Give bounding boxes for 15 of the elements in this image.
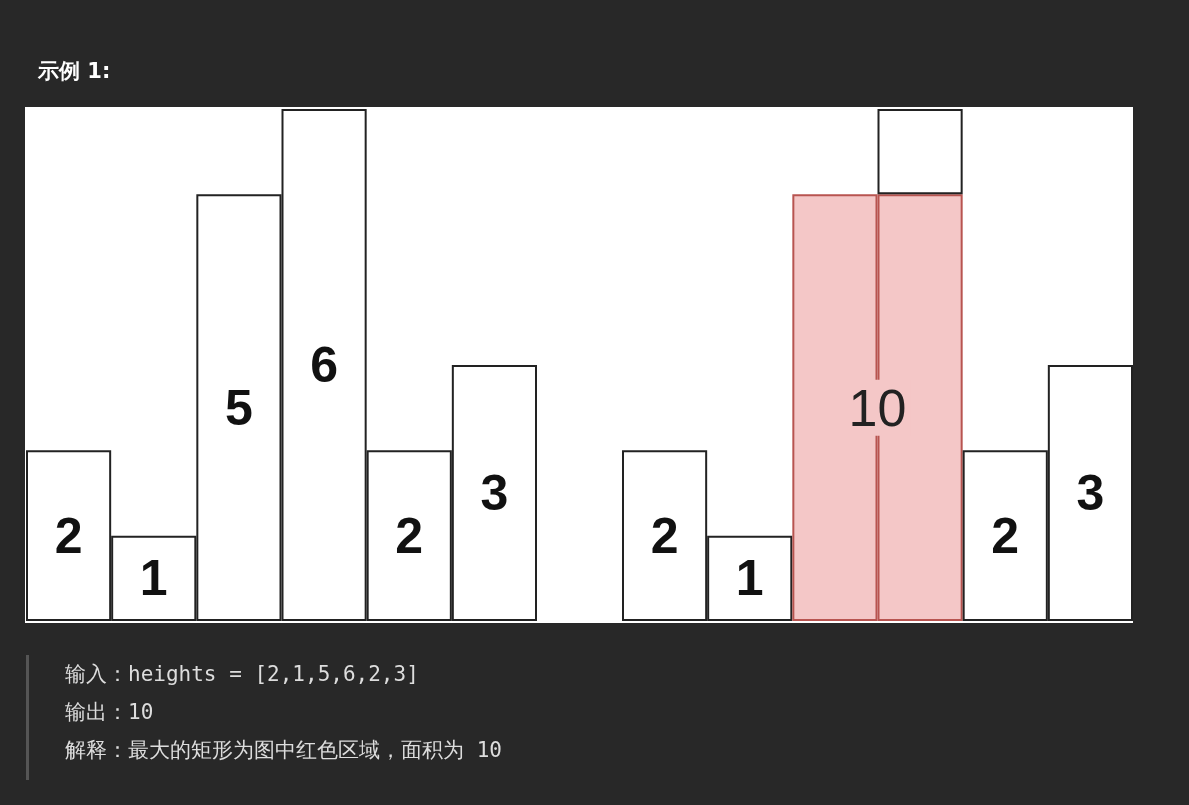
data-label: 3	[480, 465, 509, 521]
data-label: 3	[1076, 465, 1105, 521]
annotation: 10	[848, 378, 907, 437]
data-label: 2	[991, 507, 1020, 564]
text: 输出：10	[65, 699, 154, 726]
data-label: 2	[395, 507, 424, 564]
chart-title: 示例 1:	[38, 58, 111, 85]
text: 输入：heights = [2,1,5,6,2,3]	[65, 661, 419, 688]
text: 解释：最大的矩形为图中红色区域，面积为 10	[65, 737, 502, 764]
data-label: 1	[139, 550, 168, 607]
data-label: 5	[225, 379, 253, 436]
data-label: 2	[54, 507, 83, 564]
data-label: 2	[650, 507, 679, 564]
data-label: 1	[735, 550, 764, 607]
data-label: 6	[310, 337, 338, 393]
